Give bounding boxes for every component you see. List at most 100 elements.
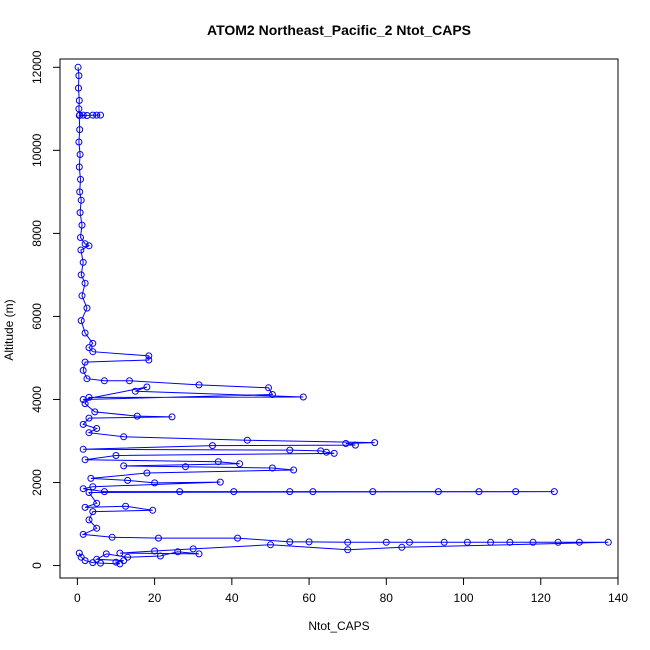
data-point	[76, 151, 84, 158]
data-point	[81, 456, 89, 464]
data-point	[81, 503, 89, 511]
data-point	[108, 533, 116, 541]
data-point	[75, 549, 83, 557]
data-point	[112, 558, 120, 566]
data-point	[75, 138, 83, 146]
data-point	[529, 538, 537, 546]
data-point	[382, 538, 390, 546]
x-axis: 0 20 40 60 80 100 120 140	[74, 577, 628, 605]
data-point	[124, 476, 132, 484]
x-tick-label: 60	[302, 591, 316, 605]
data-point	[230, 488, 238, 496]
data-point	[506, 538, 514, 546]
data-point	[174, 548, 182, 556]
data-point	[89, 483, 97, 491]
data-point	[176, 488, 184, 496]
data-point	[342, 440, 350, 447]
data-point	[463, 538, 471, 546]
y-tick-label: 12000	[30, 50, 44, 84]
x-tick-label: 40	[225, 591, 239, 605]
data-point	[575, 538, 583, 546]
data-point	[351, 441, 359, 449]
y-axis: 0 2000 4000 6000 8000 10000 12000	[30, 50, 61, 569]
data-point	[83, 304, 91, 312]
y-axis-label: Altitude (m)	[2, 299, 16, 360]
data-point	[79, 258, 87, 266]
data-point	[79, 366, 87, 374]
data-point	[81, 279, 89, 287]
data-point	[214, 458, 222, 466]
data-point	[89, 111, 97, 119]
data-point	[116, 560, 124, 568]
data-point	[76, 188, 84, 196]
data-point	[76, 126, 84, 134]
x-tick-label: 140	[608, 591, 628, 605]
data-point	[81, 557, 89, 565]
data-point	[79, 111, 87, 119]
data-point	[81, 400, 89, 408]
data-point	[344, 546, 352, 554]
data-point	[330, 449, 338, 457]
data-point	[305, 538, 313, 546]
data-point	[85, 489, 93, 496]
x-tick-label: 80	[380, 591, 394, 605]
data-point	[151, 547, 159, 555]
data-point	[168, 413, 176, 421]
data-point	[487, 538, 495, 546]
data-point	[299, 393, 307, 401]
data-point	[79, 445, 87, 453]
data-point	[91, 408, 99, 416]
data-point	[236, 460, 244, 468]
data-point	[81, 329, 89, 337]
data-point	[322, 448, 330, 456]
data-point	[155, 534, 162, 542]
x-tick-label: 20	[148, 591, 162, 605]
x-tick-label: 120	[531, 591, 551, 605]
y-tick-label: 2000	[30, 469, 44, 496]
data-point	[406, 538, 413, 546]
data-point	[112, 452, 120, 459]
data-point	[554, 538, 562, 546]
data-point	[149, 506, 157, 514]
data-point	[77, 234, 84, 241]
data-point	[85, 516, 93, 524]
data-point	[74, 63, 82, 71]
data-point	[290, 466, 298, 474]
data-point	[75, 84, 82, 92]
series-line	[77, 67, 609, 565]
data-point	[85, 344, 93, 352]
data-point	[79, 530, 87, 538]
data-point	[268, 391, 276, 398]
data-point	[79, 420, 87, 428]
data-point	[89, 559, 97, 567]
data-point	[78, 292, 86, 300]
data-point	[268, 464, 276, 472]
data-point	[83, 375, 91, 383]
plot-area-frame	[59, 58, 619, 579]
data-point	[85, 429, 93, 437]
data-point	[102, 550, 110, 558]
data-point	[286, 446, 294, 454]
data-point	[309, 488, 317, 496]
data-point	[550, 488, 558, 496]
data-point	[398, 543, 406, 551]
data-point	[93, 499, 101, 507]
data-point	[234, 534, 242, 542]
data-point	[189, 545, 197, 553]
chart-title: ATOM2 Northeast_Pacific_2 Ntot_CAPS	[207, 22, 471, 38]
data-point	[78, 221, 86, 229]
data-point	[120, 433, 128, 441]
data-point	[85, 414, 93, 422]
data-point	[604, 538, 612, 546]
data-point	[97, 559, 104, 567]
data-series	[74, 63, 612, 568]
x-tick-label: 0	[74, 591, 81, 605]
data-point	[145, 356, 153, 364]
data-point	[87, 474, 95, 482]
x-tick-label: 100	[454, 591, 474, 605]
data-point	[286, 538, 294, 546]
y-tick-label: 0	[30, 562, 44, 569]
data-point	[97, 111, 104, 119]
data-point	[77, 271, 85, 279]
data-point	[85, 393, 93, 401]
